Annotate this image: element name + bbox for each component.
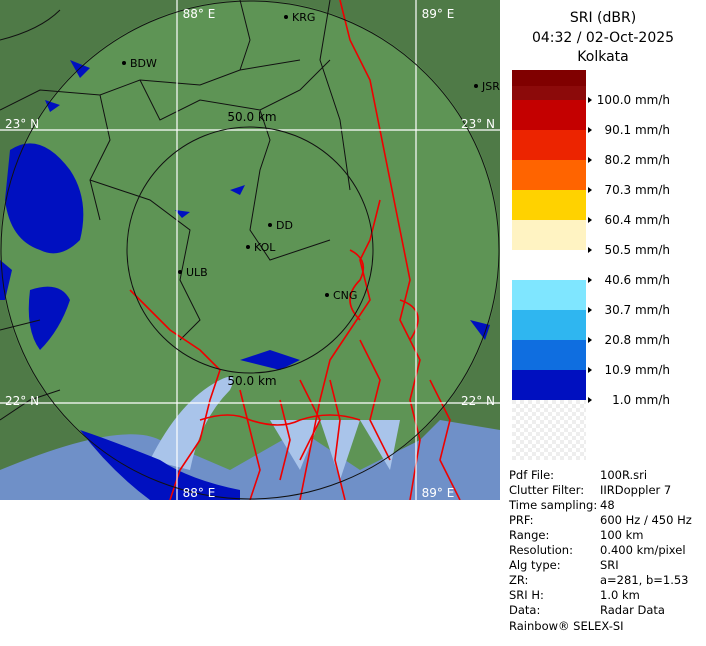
city-label: ULB [186, 266, 208, 279]
legend-tick [588, 127, 592, 133]
legend-tick [588, 307, 592, 313]
info-value: 1.0 km [600, 588, 640, 602]
legend-tick [588, 97, 592, 103]
grid-label: 23° N [461, 117, 495, 131]
site-name: Kolkata [577, 49, 628, 65]
city-dot [268, 223, 272, 227]
city-dot [178, 270, 182, 274]
info-key: Resolution: [509, 543, 573, 557]
legend-tick [588, 187, 592, 193]
footer: Rainbow® SELEX-SI [509, 619, 624, 633]
info-value: 0.400 km/pixel [600, 543, 686, 557]
legend-tick [588, 157, 592, 163]
legend-swatch [512, 280, 586, 310]
info-value: 600 Hz / 450 Hz [600, 513, 692, 527]
city-label: CNG [333, 289, 357, 302]
city-dot [246, 245, 250, 249]
legend-label: 70.3 mm/h [604, 183, 670, 197]
info-key: SRI H: [509, 588, 544, 602]
legend-swatch [512, 370, 586, 400]
ring-label: 50.0 km [227, 110, 276, 124]
legend-swatch [512, 160, 586, 190]
legend-label: 80.2 mm/h [604, 153, 670, 167]
city-label: KOL [254, 241, 276, 254]
grid-label: 88° E [183, 486, 216, 500]
info-key: ZR: [509, 573, 528, 587]
info-key: Alg type: [509, 558, 561, 572]
legend-label: 50.5 mm/h [604, 243, 670, 257]
legend-label: 60.4 mm/h [604, 213, 670, 227]
city-label: DD [276, 219, 293, 232]
legend-swatch [512, 220, 586, 250]
info-key: Pdf File: [509, 468, 554, 482]
info-value: 100R.sri [600, 468, 647, 482]
legend-tick [588, 397, 592, 403]
grid-label: 22° N [5, 394, 39, 408]
map [0, 0, 500, 500]
legend-swatch [512, 250, 586, 280]
city-dot [122, 61, 126, 65]
info-value: 100 km [600, 528, 643, 542]
city-label: BDW [130, 57, 157, 70]
info-key: Clutter Filter: [509, 483, 584, 497]
legend-tick [588, 367, 592, 373]
legend-label: 40.6 mm/h [604, 273, 670, 287]
legend-swatch [512, 340, 586, 370]
grid [0, 0, 500, 500]
legend-divider [512, 86, 586, 100]
info-value: a=281, b=1.53 [600, 573, 689, 587]
ring-label: 50.0 km [227, 374, 276, 388]
legend-label: 100.0 mm/h [597, 93, 670, 107]
info-value: IIRDoppler 7 [600, 483, 671, 497]
legend-tick [588, 337, 592, 343]
info-key: PRF: [509, 513, 534, 527]
legend-label: 30.7 mm/h [604, 303, 670, 317]
legend-tick [588, 247, 592, 253]
info-key: Time sampling: [508, 498, 597, 512]
legend-swatch [512, 130, 586, 160]
legend-tick [588, 217, 592, 223]
grid-label: 89° E [422, 7, 455, 21]
info-value: 48 [600, 498, 615, 512]
legend-swatch [512, 100, 586, 130]
title: SRI (dBR) [570, 10, 636, 26]
legend-label: 10.9 mm/h [604, 363, 670, 377]
grid-label: 89° E [422, 486, 455, 500]
city-dot [284, 15, 288, 19]
info-value: Radar Data [600, 603, 665, 617]
legend-label: 90.1 mm/h [604, 123, 670, 137]
city-dot [325, 293, 329, 297]
grid-label: 23° N [5, 117, 39, 131]
info-value: SRI [600, 558, 619, 572]
grid-label: 22° N [461, 394, 495, 408]
timestamp: 04:32 / 02-Oct-2025 [532, 30, 674, 46]
city-label: KRG [292, 11, 315, 24]
legend-swatch [512, 310, 586, 340]
grid-label: 88° E [183, 7, 216, 21]
legend-tick [588, 277, 592, 283]
city-dot [474, 84, 478, 88]
city-label: JSR [481, 80, 500, 93]
legend-label: 1.0 mm/h [612, 393, 670, 407]
info-key: Range: [509, 528, 549, 542]
info-key: Data: [509, 603, 540, 617]
legend-swatch [512, 190, 586, 220]
legend-label: 20.8 mm/h [604, 333, 670, 347]
